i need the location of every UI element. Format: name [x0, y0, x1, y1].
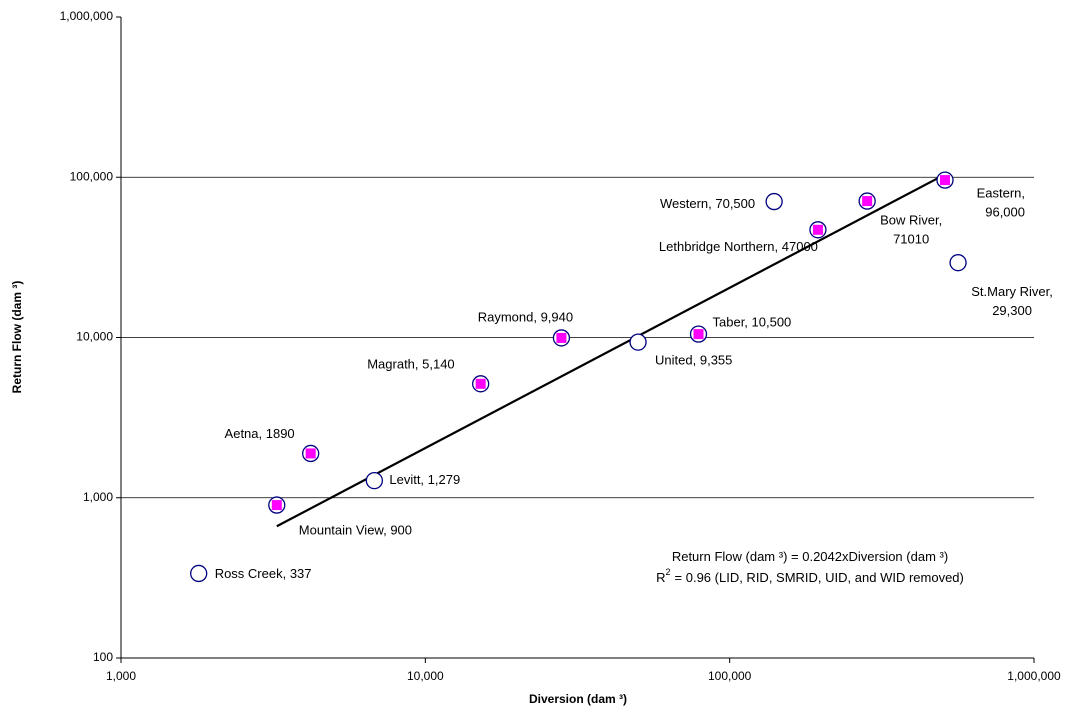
data-label: Taber, 10,500 — [713, 315, 792, 330]
point-marker — [305, 448, 316, 459]
data-label: Magrath, 5,140 — [367, 356, 454, 371]
trendline — [276, 173, 946, 528]
point — [765, 192, 783, 211]
annotation-superscript: 2 — [666, 567, 671, 577]
point-marker — [475, 378, 486, 389]
point-marker — [812, 224, 823, 235]
annotation-text: = 0.96 (LID, RID, SMRID, UID, and WID re… — [675, 570, 964, 585]
point — [629, 333, 647, 351]
data-label: United, 9,355 — [655, 353, 732, 368]
data-label: Mountain View, 900 — [299, 523, 412, 538]
point-marker — [693, 329, 704, 340]
data-label: Lethbridge Northern, 47000 — [659, 239, 818, 254]
annotation: Return Flow (dam ³) = 0.2042xDiversion (… — [672, 549, 948, 564]
data-label: Western, 70,500 — [660, 196, 755, 211]
data-label: Aetna, 1890 — [225, 426, 295, 441]
point-marker — [271, 500, 282, 511]
y-axis-title: Return Flow (dam ³) — [10, 281, 24, 394]
annotation-text: R — [656, 570, 665, 585]
y-tick-label: 1,000,000 — [60, 9, 114, 23]
y-tick-label: 1,000 — [83, 490, 113, 504]
data-label: 71010 — [893, 232, 929, 247]
annotation: R2 = 0.96 (LID, RID, SMRID, UID, and WID … — [656, 567, 964, 585]
x-tick-label: 1,000 — [106, 669, 136, 683]
data-label: 29,300 — [992, 303, 1032, 318]
data-label: Ross Creek, 337 — [215, 566, 312, 581]
annotation-text: Return Flow (dam ³) = 0.2042xDiversion (… — [672, 549, 948, 564]
data-label: 96,000 — [985, 205, 1025, 220]
data-label: Raymond, 9,940 — [478, 309, 573, 324]
point — [190, 564, 208, 583]
data-label: Bow River, — [880, 213, 942, 228]
point-marker — [862, 196, 873, 207]
y-tick-label: 100 — [93, 650, 113, 664]
x-tick-label: 10,000 — [407, 669, 444, 683]
y-tick-label: 10,000 — [76, 330, 113, 344]
x-axis-title: Diversion (dam ³) — [529, 692, 627, 706]
point-marker — [940, 175, 951, 186]
x-tick-label: 1,000,000 — [1007, 669, 1061, 683]
y-tick-label: 100,000 — [70, 169, 114, 183]
point-marker — [556, 332, 567, 343]
data-label: Levitt, 1,279 — [389, 472, 460, 487]
point — [949, 254, 967, 272]
data-label: Eastern, — [977, 186, 1025, 201]
point — [365, 471, 384, 490]
x-tick-label: 100,000 — [708, 669, 752, 683]
data-label: St.Mary River, — [971, 284, 1053, 299]
